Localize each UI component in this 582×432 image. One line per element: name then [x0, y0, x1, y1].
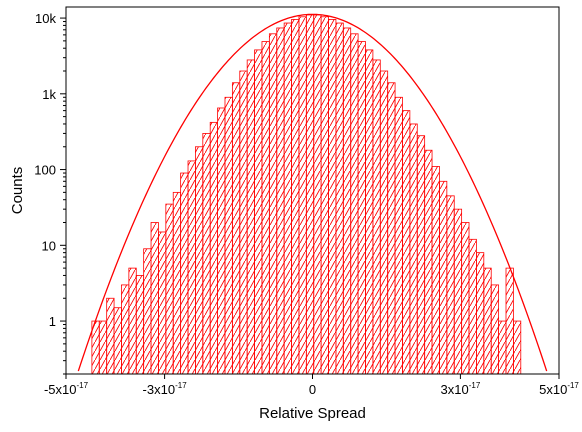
histogram-bar	[135, 275, 145, 375]
histogram-bar	[172, 191, 182, 375]
histogram-bar	[350, 33, 359, 375]
histogram-bar	[468, 238, 477, 375]
y-tick-label: 100	[34, 163, 56, 178]
histogram-bar	[505, 267, 514, 375]
y-axis-ticks: 1 10 100 1k 10k	[34, 11, 66, 375]
histogram-bar	[416, 135, 426, 375]
y-tick-label: 1k	[42, 87, 56, 102]
y-axis-title: Counts	[9, 167, 26, 215]
histogram-bar	[231, 82, 241, 375]
histogram-bar	[402, 110, 411, 375]
histogram-bar	[409, 123, 418, 375]
histogram-bar	[498, 320, 507, 375]
histogram-bar	[320, 16, 329, 375]
histogram-bar	[254, 49, 263, 375]
histogram-bar	[476, 252, 485, 375]
x-tick-label: -3x10-17	[143, 381, 188, 397]
histogram-bar	[268, 33, 278, 375]
histogram-bar	[158, 231, 167, 375]
histogram-bar	[342, 27, 352, 375]
histogram-bar	[195, 146, 204, 375]
x-tick-label: 5x10-17	[539, 381, 579, 397]
x-tick-label: 3x10-17	[441, 381, 481, 397]
histogram-bar	[298, 16, 307, 375]
histogram-bar	[483, 267, 492, 375]
histogram-bar	[217, 107, 226, 375]
histogram-bar	[453, 208, 463, 375]
histogram-bar	[187, 160, 196, 375]
histogram-bar	[143, 248, 152, 375]
histogram-bar	[313, 14, 322, 375]
histogram-bar	[202, 133, 211, 375]
histogram-bar	[446, 195, 455, 375]
x-tick-label: -5x10-17	[44, 381, 89, 397]
histogram-bar	[180, 172, 189, 375]
histogram-bar	[365, 49, 374, 375]
histogram-bar	[113, 307, 122, 375]
histogram-bar	[335, 22, 344, 375]
y-tick-label: 10	[42, 238, 56, 253]
histogram-bar	[128, 267, 137, 375]
histogram-bar	[261, 41, 270, 375]
histogram-bar	[328, 19, 337, 375]
histogram-bar	[283, 22, 292, 375]
histogram-bar	[379, 70, 389, 375]
histogram-bar	[512, 320, 522, 375]
histogram-bar	[165, 203, 174, 375]
histogram-bar	[357, 41, 366, 375]
histogram-bar	[387, 82, 396, 375]
histogram-bar	[224, 96, 233, 375]
x-tick-label: 0	[309, 382, 316, 397]
histogram-bar	[372, 59, 381, 375]
y-tick-label: 10k	[35, 11, 56, 26]
y-tick-label: 1	[49, 314, 56, 329]
gaussian-fit-curve	[77, 13, 548, 372]
histogram-bar	[106, 297, 115, 375]
histogram-bar	[490, 284, 500, 375]
histogram-bar	[246, 59, 255, 375]
histogram-bar	[276, 27, 285, 375]
histogram-bar	[439, 180, 448, 375]
histogram-bar	[305, 14, 315, 375]
histogram-bar	[394, 96, 403, 375]
histogram-bar	[209, 121, 218, 375]
histogram-bar	[291, 19, 300, 375]
histogram-bar	[461, 222, 470, 375]
histogram-bar	[150, 222, 159, 375]
histogram-bar	[98, 320, 108, 375]
histogram-bar	[424, 149, 433, 375]
histogram-bar	[239, 70, 248, 375]
histogram-bar	[121, 284, 130, 375]
x-axis-ticks: -5x10-17 -3x10-17 0 3x10-17 5x10-17	[44, 374, 579, 397]
x-axis-title: Relative Spread	[259, 405, 366, 422]
histogram-bar	[431, 166, 440, 375]
